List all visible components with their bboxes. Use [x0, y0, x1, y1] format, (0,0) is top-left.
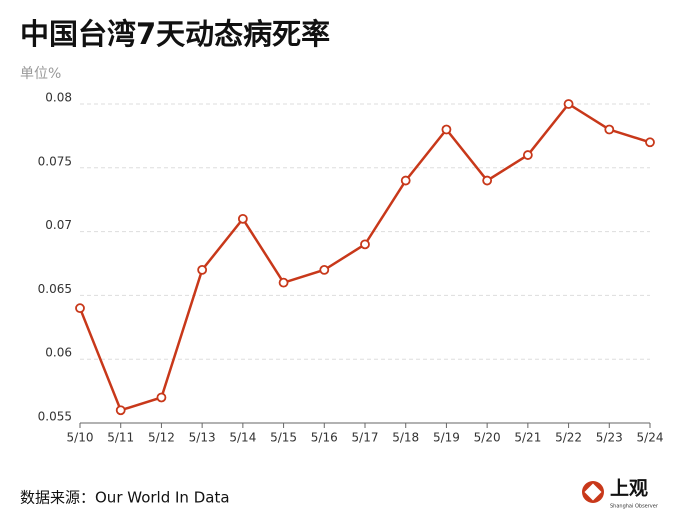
y-tick-label: 0.055 [38, 410, 72, 424]
x-tick-label: 5/17 [352, 431, 379, 445]
data-point [522, 150, 533, 160]
x-tick-label: 5/14 [229, 431, 256, 445]
data-point [400, 175, 411, 186]
x-tick-label: 5/21 [514, 431, 541, 445]
y-tick-label: 0.07 [45, 218, 72, 232]
y-tick-label: 0.06 [45, 346, 72, 360]
data-point [645, 137, 655, 148]
data-point [75, 303, 85, 314]
data-point [604, 124, 615, 135]
chart-title: 中国台湾7天动态病死率 [20, 17, 330, 51]
logo-name: 上观 [610, 478, 648, 500]
x-tick-label: 5/13 [189, 431, 216, 445]
x-tick-label: 5/22 [555, 431, 582, 445]
y-tick-label: 0.08 [45, 91, 72, 105]
data-point [156, 392, 167, 403]
x-tick-label: 5/20 [474, 431, 501, 445]
unit-label: 单位% [20, 66, 61, 82]
data-point [115, 405, 126, 416]
data-point [441, 124, 452, 135]
data-point [278, 277, 289, 288]
logo-subtitle: Shanghai Observer [610, 504, 659, 510]
x-tick-label: 5/18 [392, 431, 419, 445]
data-point [360, 239, 370, 250]
data-point [563, 99, 574, 109]
x-tick-label: 5/19 [433, 431, 460, 445]
x-tick-label: 5/16 [311, 431, 338, 445]
x-tick-label: 5/10 [67, 431, 94, 445]
logo: 上观 Shanghai Observer [582, 478, 659, 510]
data-point [237, 213, 248, 224]
x-tick-label: 5/23 [596, 431, 623, 445]
data-point [197, 264, 208, 275]
x-tick-label: 5/15 [270, 431, 297, 445]
y-tick-label: 0.065 [38, 282, 72, 296]
source: 数据来源：Our World In Data [20, 489, 230, 507]
x-tick-label: 5/12 [148, 431, 175, 445]
x-tick-label: 5/24 [637, 431, 664, 445]
x-tick-label: 5/11 [107, 431, 134, 445]
data-point [319, 264, 330, 275]
y-tick-label: 0.075 [38, 154, 72, 168]
logo-icon-inner [584, 483, 602, 501]
data-point [482, 175, 493, 186]
